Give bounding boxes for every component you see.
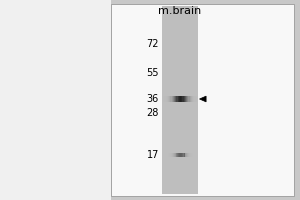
Bar bbox=[168, 96, 169, 102]
Bar bbox=[178, 96, 179, 102]
Bar bbox=[173, 153, 174, 157]
Bar bbox=[192, 96, 193, 102]
Bar bbox=[177, 153, 178, 157]
Bar bbox=[193, 153, 194, 157]
Bar bbox=[188, 153, 189, 157]
Bar bbox=[185, 153, 186, 157]
Bar bbox=[167, 153, 168, 157]
Bar bbox=[190, 153, 191, 157]
Bar bbox=[169, 96, 170, 102]
Bar bbox=[168, 153, 169, 157]
Bar bbox=[193, 96, 194, 102]
Bar bbox=[167, 96, 168, 102]
Bar bbox=[187, 153, 188, 157]
Bar bbox=[186, 96, 187, 102]
Bar bbox=[172, 96, 173, 102]
Bar bbox=[182, 153, 183, 157]
Bar bbox=[179, 96, 180, 102]
Bar bbox=[182, 96, 184, 102]
Bar bbox=[181, 153, 182, 157]
Polygon shape bbox=[200, 96, 206, 102]
Bar bbox=[0, 0, 111, 200]
Bar bbox=[164, 96, 166, 102]
Text: 36: 36 bbox=[147, 94, 159, 104]
Text: m.brain: m.brain bbox=[158, 6, 202, 16]
Bar bbox=[162, 6, 198, 194]
Bar bbox=[172, 153, 173, 157]
Bar bbox=[184, 153, 185, 157]
Bar bbox=[162, 96, 163, 102]
Bar bbox=[194, 96, 196, 102]
Bar bbox=[173, 96, 174, 102]
Bar bbox=[191, 153, 192, 157]
Bar bbox=[190, 96, 191, 102]
Bar bbox=[175, 153, 176, 157]
Bar bbox=[180, 96, 181, 102]
Bar bbox=[187, 96, 188, 102]
Text: 55: 55 bbox=[146, 68, 159, 78]
Bar bbox=[166, 96, 167, 102]
Bar bbox=[176, 96, 178, 102]
Bar bbox=[176, 153, 177, 157]
Bar bbox=[179, 153, 180, 157]
Bar bbox=[181, 96, 182, 102]
Bar bbox=[188, 96, 190, 102]
Bar bbox=[197, 96, 198, 102]
Bar bbox=[178, 153, 179, 157]
Text: 72: 72 bbox=[146, 39, 159, 49]
Bar bbox=[184, 96, 185, 102]
Bar bbox=[174, 153, 175, 157]
Bar bbox=[174, 96, 175, 102]
Bar bbox=[183, 153, 184, 157]
Bar bbox=[186, 153, 187, 157]
Bar bbox=[185, 96, 186, 102]
Bar bbox=[192, 153, 193, 157]
Bar bbox=[171, 153, 172, 157]
Bar bbox=[170, 96, 172, 102]
Bar bbox=[170, 153, 171, 157]
Bar bbox=[191, 96, 192, 102]
Bar bbox=[189, 153, 190, 157]
Bar bbox=[196, 96, 197, 102]
Bar bbox=[180, 153, 181, 157]
Bar bbox=[175, 96, 176, 102]
Text: 28: 28 bbox=[147, 108, 159, 118]
Bar bbox=[163, 96, 164, 102]
Bar bbox=[111, 4, 294, 196]
Text: 17: 17 bbox=[147, 150, 159, 160]
Bar bbox=[169, 153, 170, 157]
